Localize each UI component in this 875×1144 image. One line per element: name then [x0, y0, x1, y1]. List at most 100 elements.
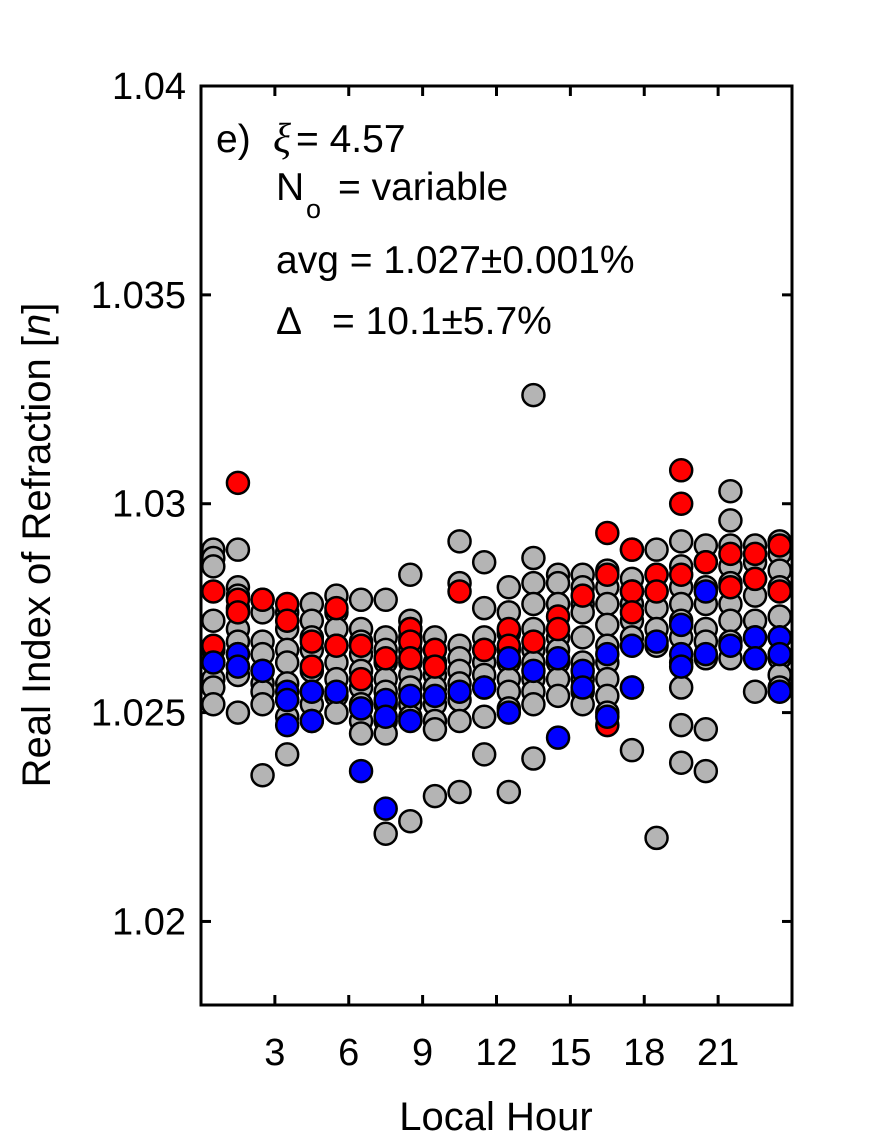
data-point-all-points [250, 763, 275, 788]
data-point-all-points [250, 691, 275, 717]
data-point-upper-bound [348, 633, 374, 659]
data-point-all-points [471, 595, 497, 621]
data-point-all-points [274, 742, 300, 767]
data-point-upper-bound [619, 537, 645, 562]
data-point-upper-bound [619, 600, 645, 625]
data-point-all-points [398, 562, 423, 587]
data-point-upper-bound [570, 583, 595, 608]
data-point-all-points [201, 608, 226, 633]
data-point-all-points [447, 779, 472, 805]
data-point-all-points [521, 545, 546, 571]
data-point-lower-bound [324, 679, 349, 704]
data-point-all-points [668, 675, 694, 700]
y-axis-title-main: Real Index of Refraction [ [15, 336, 59, 787]
data-point-lower-bound [595, 641, 620, 667]
xi-value: = 4.57 [296, 118, 406, 161]
data-point-lower-bound [250, 658, 275, 684]
data-point-upper-bound [619, 579, 645, 604]
data-point-lower-bound [521, 658, 546, 684]
data-point-all-points [496, 779, 522, 805]
data-point-lower-bound [422, 683, 448, 709]
data-point-all-points [693, 758, 719, 784]
x-tick-label: 15 [549, 1032, 591, 1074]
data-point-lower-bound [348, 696, 374, 721]
data-point-all-points [471, 549, 497, 575]
data-point-all-points [693, 717, 719, 742]
data-point-all-points [201, 691, 226, 717]
data-point-lower-bound [398, 708, 423, 734]
plot-frame [199, 84, 794, 1007]
data-point-all-points [422, 783, 448, 809]
data-point-all-points [225, 537, 251, 562]
data-point-lower-bound [373, 796, 398, 821]
data-point-upper-bound [767, 533, 792, 558]
data-point-all-points [545, 683, 571, 709]
data-point-all-points [274, 650, 300, 675]
y-tick-labels: 1.02 1.025 1.03 1.035 1.04 [91, 66, 186, 943]
data-point-upper-bound [324, 633, 349, 659]
data-point-lower-bound [693, 579, 719, 604]
data-point-lower-bound [274, 712, 300, 738]
data-point-upper-bound [668, 491, 694, 516]
data-point-all-points [644, 537, 669, 562]
data-point-lower-bound [570, 675, 595, 700]
data-point-upper-bound [718, 575, 743, 600]
data-point-upper-bound [595, 562, 620, 587]
data-point-lower-bound [299, 679, 325, 704]
data-point-upper-bound [274, 608, 300, 633]
x-tick-label: 12 [475, 1032, 517, 1074]
data-point-lower-bound [742, 646, 768, 671]
data-point-upper-bound [250, 587, 275, 613]
data-point-all-points [422, 717, 448, 742]
data-point-all-points [668, 750, 694, 775]
data-point-all-points [496, 575, 522, 600]
data-point-upper-bound [324, 595, 349, 621]
data-point-all-points [668, 529, 694, 554]
delta-symbol: Δ [276, 300, 302, 343]
data-point-upper-bound [668, 562, 694, 587]
data-point-lower-bound [545, 646, 571, 671]
data-point-all-points [201, 554, 226, 579]
y-tick-label: 1.03 [112, 484, 186, 526]
y-axis-title: Real Index of Refraction [n] [15, 303, 59, 788]
data-point-all-points [545, 570, 571, 596]
data-point-upper-bound [299, 654, 325, 679]
data-point-upper-bound [718, 541, 743, 567]
data-point-lower-bound [767, 679, 792, 704]
data-point-lower-bound [742, 625, 768, 650]
data-point-all-points [521, 691, 546, 717]
x-tick-label: 18 [623, 1032, 665, 1074]
data-point-lower-bound [496, 700, 522, 725]
data-point-lower-bound [693, 641, 719, 667]
data-point-upper-bound [225, 600, 251, 625]
data-point-upper-bound [471, 637, 497, 663]
avg-line: avg = 1.027±0.001% [276, 239, 635, 282]
data-point-all-points [521, 746, 546, 771]
n-label: N [276, 166, 304, 209]
x-tick-labels: 3 6 9 12 15 18 21 [264, 1032, 739, 1074]
data-points [201, 382, 792, 851]
data-point-all-points [718, 508, 743, 533]
data-point-lower-bound [398, 683, 423, 709]
data-point-upper-bound [644, 579, 669, 604]
y-axis-title-var: n [15, 314, 59, 336]
y-tick-label: 1.02 [112, 901, 186, 943]
data-point-lower-bound [619, 675, 645, 700]
x-axis-title: Local Hour [399, 1095, 592, 1139]
y-tick-label: 1.04 [112, 66, 186, 108]
data-point-lower-bound [496, 646, 522, 671]
data-point-all-points [595, 612, 620, 638]
x-tick-label: 6 [338, 1032, 359, 1074]
data-point-all-points [398, 808, 423, 834]
annotation-box: e) ξ = 4.57 N o = variable avg = 1.027±0… [216, 116, 635, 343]
data-point-all-points [644, 825, 669, 851]
x-tick-label: 3 [264, 1032, 285, 1074]
data-point-all-points [718, 608, 743, 633]
y-tick-label: 1.025 [91, 693, 186, 735]
delta-value: = 10.1±5.7% [332, 300, 552, 343]
data-point-all-points [225, 700, 251, 725]
data-point-all-points [521, 591, 546, 617]
y-tick-label: 1.035 [91, 275, 186, 317]
data-point-upper-bound [767, 579, 792, 604]
